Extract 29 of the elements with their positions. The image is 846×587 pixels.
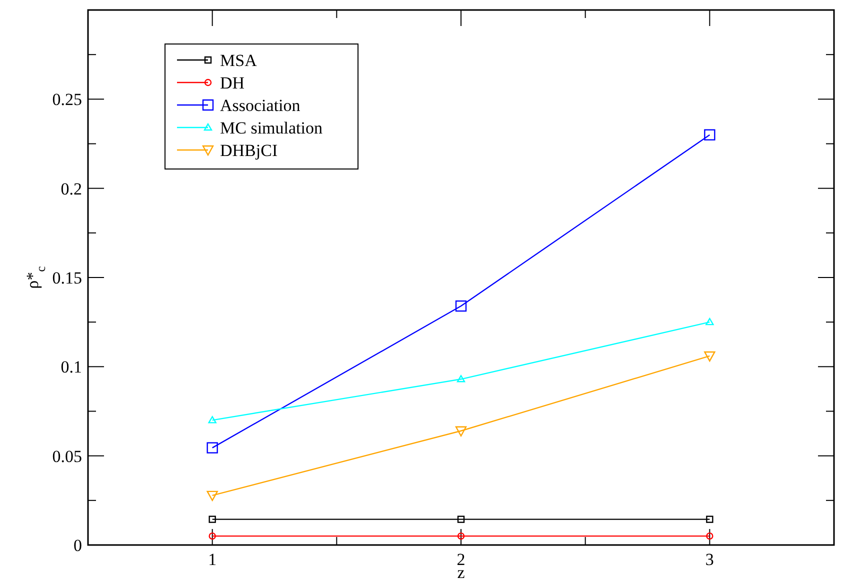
legend-label: MC simulation <box>220 118 323 138</box>
point <box>206 442 218 454</box>
point <box>455 426 467 436</box>
legend-label: Association <box>220 96 301 115</box>
point <box>208 532 216 540</box>
point <box>456 375 466 382</box>
point <box>704 129 716 140</box>
y-tick-label: 0.1 <box>60 358 82 377</box>
point <box>457 516 465 523</box>
point <box>457 532 465 540</box>
x-tick-label: 3 <box>705 550 714 569</box>
y-tick-label: 0.2 <box>60 179 82 198</box>
y-tick-label: 0 <box>74 536 82 555</box>
y-tick-label: 0.25 <box>52 90 82 110</box>
legend-label: DHBjCI <box>220 140 278 160</box>
legend-label: MSA <box>220 50 258 70</box>
point <box>706 516 714 523</box>
point <box>208 516 216 523</box>
point <box>208 416 216 424</box>
legend-label: DH <box>220 73 245 92</box>
y-tick-label: 0.05 <box>52 446 82 466</box>
point <box>706 318 714 326</box>
point <box>206 490 218 502</box>
x-tick-label: 2 <box>456 550 466 569</box>
point <box>455 300 467 312</box>
x-tick-label: 1 <box>208 550 217 569</box>
y-tick-label: 0.15 <box>52 268 82 288</box>
point <box>706 532 714 540</box>
point <box>704 351 716 362</box>
